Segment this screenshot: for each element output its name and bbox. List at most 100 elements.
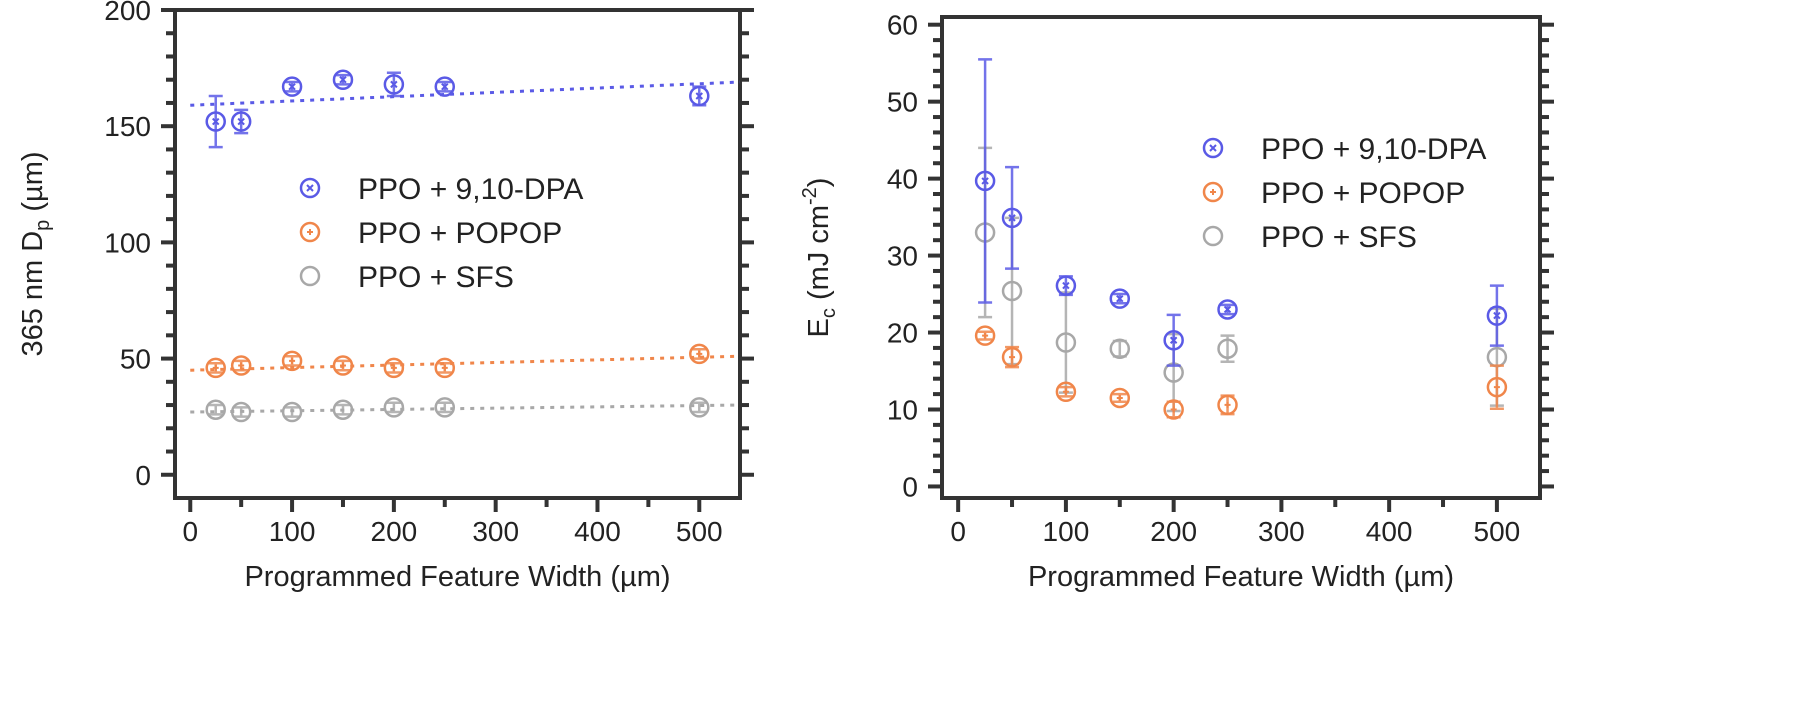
- data-point: [434, 76, 456, 97]
- marker-plus: [1224, 401, 1231, 408]
- marker-circle: [689, 397, 710, 418]
- marker-plus: [289, 357, 296, 364]
- data-point: [974, 170, 996, 192]
- marker-plus: [1009, 354, 1016, 361]
- error-bar: [234, 406, 249, 418]
- y-tick-label: 60: [887, 10, 918, 41]
- marker-circle: [281, 76, 303, 97]
- marker-circle: [1217, 299, 1238, 320]
- y-axis-label-part: c: [818, 308, 840, 318]
- legend-label: PPO + SFS: [358, 261, 514, 294]
- legend: PPO + 9,10-DPA PPO + POPOP PPO + SFS: [299, 173, 583, 294]
- legend-label: PPO + POPOP: [1261, 177, 1465, 210]
- marker-plus: [339, 362, 346, 369]
- data-point: [332, 399, 354, 420]
- marker-circle: [1109, 338, 1131, 359]
- marker-cross: [1062, 281, 1070, 290]
- marker-circle: [689, 343, 710, 365]
- data-point: [689, 343, 710, 365]
- marker-circle: [1202, 181, 1224, 203]
- x-tick-label: 500: [1474, 516, 1521, 547]
- x-tick-label: 200: [371, 516, 418, 547]
- marker-circle: [1109, 288, 1131, 309]
- data-point: [1109, 338, 1131, 359]
- data-point: [332, 69, 354, 90]
- marker-cross: [288, 82, 296, 91]
- data-point: [383, 357, 405, 379]
- marker-cross: [339, 76, 347, 84]
- y-tick-label: 50: [120, 344, 151, 375]
- data-point: [1001, 207, 1023, 229]
- error-bar: [208, 403, 223, 416]
- legend-label: PPO + 9,10-DPA: [1261, 133, 1486, 166]
- series-ppo-popop: [190, 343, 741, 379]
- marker-cross: [1209, 144, 1217, 152]
- marker-circle: [230, 111, 252, 132]
- x-tick-label: 0: [950, 516, 966, 547]
- marker-plus: [1493, 384, 1500, 391]
- marker-plus: [238, 362, 245, 369]
- y-tick-label: 50: [887, 87, 918, 118]
- marker-cross: [390, 80, 398, 89]
- marker-circle: [1001, 207, 1023, 229]
- y-tick-label: 40: [887, 164, 918, 195]
- marker-circle: [1055, 381, 1077, 403]
- data-point: [1486, 376, 1508, 398]
- marker-cross: [1493, 311, 1501, 320]
- error-bar: [335, 403, 350, 416]
- data-point: [383, 397, 405, 418]
- marker-circle: [974, 325, 996, 346]
- marker-circle: [1001, 280, 1023, 302]
- marker-circle: [1109, 387, 1131, 409]
- marker-cross: [441, 82, 449, 91]
- marker-circle: [281, 350, 303, 372]
- marker-plus: [1210, 189, 1216, 195]
- data-point: [1001, 346, 1023, 368]
- y-tick-label: 200: [104, 0, 151, 26]
- marker-circle: [205, 357, 226, 379]
- series-ppo-popop: [974, 325, 1508, 420]
- marker-cross: [1116, 294, 1124, 303]
- marker-circle: [1055, 275, 1077, 296]
- legend-label: PPO + SFS: [1261, 221, 1417, 254]
- legend-marker: [1202, 225, 1224, 247]
- data-point: [1109, 387, 1131, 409]
- plot-frame: [173, 8, 742, 500]
- marker-circle: [434, 357, 456, 379]
- data-point: [205, 357, 226, 379]
- marker-cross: [1169, 336, 1178, 344]
- y-axis-label-part: (mJ cm: [803, 205, 835, 308]
- x-axis-label: Programmed Feature Width (µm): [1028, 561, 1454, 593]
- marker-plus: [212, 364, 219, 371]
- data-point: [205, 111, 226, 132]
- marker-plus: [1116, 394, 1123, 401]
- fit-line: [190, 403, 741, 414]
- data-point: [281, 350, 303, 372]
- error-bar: [692, 401, 707, 414]
- plot-frame: [940, 15, 1542, 500]
- y-tick-label: 30: [887, 241, 918, 272]
- marker-circle: [689, 85, 710, 107]
- y-tick-label: 20: [887, 318, 918, 349]
- legend-marker: [299, 265, 321, 287]
- y-axis-label-part: ): [803, 178, 835, 188]
- x-tick-label: 100: [1043, 516, 1090, 547]
- y-tick-label: 0: [135, 460, 151, 491]
- y-axis-label-part: E: [803, 318, 835, 337]
- y-axis-label: 365 nm Dp (µm): [17, 151, 54, 356]
- series-ppo-sfs: [190, 397, 741, 423]
- y-axis-label-part: (µm): [17, 151, 49, 219]
- error-bar: [1112, 339, 1127, 358]
- data-point: [1109, 288, 1131, 309]
- y-tick-label: 0: [902, 471, 918, 502]
- x-tick-label: 0: [182, 516, 198, 547]
- x-axis-label: Programmed Feature Width (µm): [244, 561, 670, 593]
- marker-circle: [383, 74, 405, 95]
- marker-cross: [695, 92, 703, 100]
- data-point: [689, 397, 710, 418]
- marker-circle: [383, 357, 405, 379]
- series-ppo-9-10-dpa: [974, 58, 1508, 367]
- data-point: [230, 111, 252, 132]
- marker-circle: [299, 265, 321, 287]
